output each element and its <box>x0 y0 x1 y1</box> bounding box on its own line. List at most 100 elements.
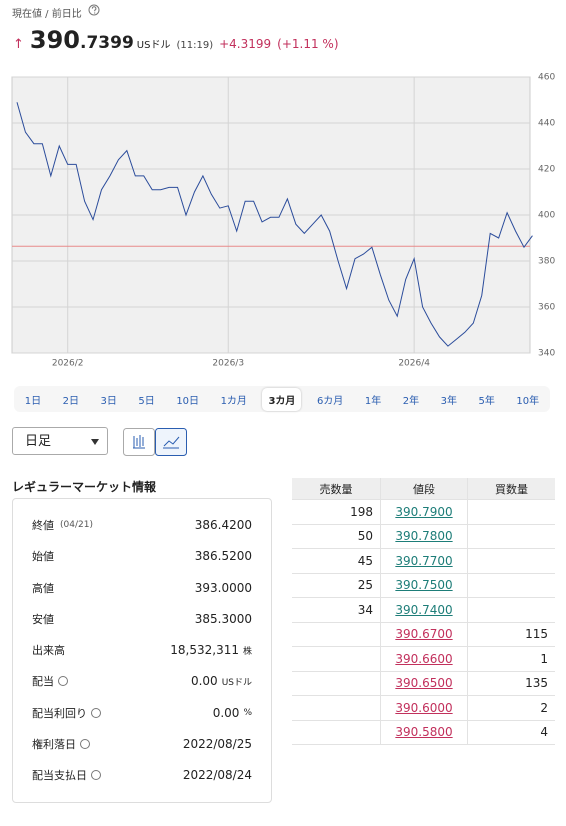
period-button[interactable]: 10日 <box>176 395 200 407</box>
price[interactable]: 390.6600 <box>395 651 453 666</box>
help-icon[interactable] <box>88 4 100 16</box>
buy-qty <box>467 499 555 525</box>
sell-qty: 34 <box>292 597 381 623</box>
x-tick-label: 2026/2 <box>52 359 84 369</box>
help-icon[interactable] <box>91 707 101 718</box>
price[interactable]: 390.6500 <box>395 676 453 691</box>
info-value: 386.5200 <box>194 549 252 564</box>
buy-qty: 115 <box>467 622 555 647</box>
caret <box>91 439 99 445</box>
sell-qty <box>292 695 381 721</box>
price[interactable]: 390.7800 <box>395 529 453 544</box>
period-button[interactable]: 5年 <box>478 395 495 407</box>
section-title: レギュラーマーケット情報 <box>12 480 157 494</box>
price[interactable]: 390.7700 <box>395 553 453 568</box>
period-button[interactable]: 3日 <box>100 395 117 407</box>
info-unit: % <box>243 707 252 718</box>
price[interactable]: 390.6000 <box>395 700 453 715</box>
price-cell: 390.7900 <box>380 499 468 525</box>
price-time: (11:19) <box>176 40 214 51</box>
period-button[interactable]: 2日 <box>62 395 80 407</box>
price-dec: .7399 <box>80 33 134 53</box>
header-row: 売数量 値段 買数量 <box>292 478 555 500</box>
sell-qty <box>292 671 381 696</box>
price-label: 現在値 / 前日比 <box>12 9 82 20</box>
interval-select[interactable]: 日足 <box>12 427 108 455</box>
y-tick-label: 420 <box>538 165 555 175</box>
price-cell: 390.7800 <box>380 524 468 549</box>
info-label: 配当 <box>32 675 54 689</box>
order-book: 売数量 値段 買数量 198 390.7900 50 390.7800 45 390.7700 2… <box>292 478 555 745</box>
period-button[interactable]: 1年 <box>364 395 382 407</box>
header-cell: 買数量 <box>467 478 555 500</box>
price[interactable]: 390.6700 <box>395 627 453 642</box>
info-label: 高値 <box>32 581 54 595</box>
help-icon[interactable] <box>91 770 101 780</box>
info-value: 0.00 <box>190 674 218 689</box>
help-icon[interactable] <box>80 738 90 749</box>
price-line <box>16 102 533 347</box>
y-tick-label: 360 <box>538 303 555 313</box>
price[interactable]: 390.5800 <box>395 725 453 740</box>
price[interactable]: 390.7900 <box>395 504 453 519</box>
period-button[interactable]: 1カ月 <box>220 395 247 407</box>
up-arrow: ↑ <box>13 37 24 52</box>
price-cell: 390.7500 <box>380 573 468 598</box>
order-row: 390.6500 135 <box>292 671 555 696</box>
info-label: 始値 <box>32 550 54 564</box>
order-row: 198 390.7900 <box>292 499 555 525</box>
y-tick-label: 340 <box>538 349 555 359</box>
info-card <box>12 498 272 803</box>
info-label: 権利落日 <box>32 737 76 751</box>
price-cell: 390.6600 <box>380 646 468 672</box>
sell-qty <box>292 646 381 672</box>
sell-qty: 198 <box>292 499 381 525</box>
buy-qty <box>467 573 555 598</box>
chart-type-toggle[interactable] <box>123 428 188 456</box>
period-button[interactable]: 2年 <box>402 395 420 407</box>
info-row: 権利落日 2022/08/25 <box>32 734 252 754</box>
period-button[interactable]: 10年 <box>516 395 540 407</box>
price-int: 390 <box>29 26 81 54</box>
price-cell: 390.6500 <box>380 671 468 696</box>
order-row: 390.6700 115 <box>292 622 555 647</box>
info-row: 終値 (04/21) 386.4200 <box>32 515 252 535</box>
price[interactable]: 390.7500 <box>395 578 453 593</box>
header-cell: 売数量 <box>292 478 381 500</box>
y-tick-label: 460 <box>538 73 555 83</box>
info-value: 18,532,311 <box>170 643 239 657</box>
period-button[interactable]: 5日 <box>138 395 155 407</box>
period-button[interactable]: 3カ月 <box>262 387 302 411</box>
info-label: 終値 <box>32 519 54 532</box>
chart: 340 360 380 400 420 440 460 2026/2 2026/3 2026/4 <box>11 73 555 369</box>
info-label: 配当支払日 <box>32 769 87 782</box>
period-button[interactable]: 3年 <box>440 395 457 407</box>
sell-qty: 25 <box>292 573 381 598</box>
order-row: 50 390.7800 <box>292 524 555 549</box>
buy-qty <box>467 548 555 574</box>
help-icon[interactable] <box>58 676 68 687</box>
price-unit: USドル <box>136 40 171 51</box>
buy-qty: 2 <box>467 695 555 721</box>
period-button[interactable]: 1日 <box>24 395 42 407</box>
sell-qty <box>292 720 381 745</box>
order-row: 34 390.7400 <box>292 597 555 623</box>
info-value: 2022/08/25 <box>182 736 252 751</box>
price-cell: 390.5800 <box>380 720 468 745</box>
order-row: 25 390.7500 <box>292 573 555 598</box>
info-row: 出来高 18,532,311 株 <box>32 640 252 660</box>
y-tick-label: 440 <box>538 119 555 129</box>
info-label: 安値 <box>32 612 54 626</box>
period-button[interactable]: 6カ月 <box>316 395 344 407</box>
info-label: 出来高 <box>32 644 65 657</box>
info-row: 始値 386.5200 <box>32 546 252 566</box>
info-value: 0.00 <box>212 705 240 720</box>
order-row: 390.6600 1 <box>292 646 555 672</box>
price[interactable]: 390.7400 <box>395 602 453 617</box>
x-tick-label: 2026/4 <box>398 359 430 369</box>
period-bar: 1日 2日 3日 5日 10日 1カ月 3カ月 6カ月 1年 2年 3年 5年 10年 <box>14 386 550 412</box>
sell-qty: 45 <box>292 548 381 574</box>
info-row: 高値 393.0000 <box>32 578 252 598</box>
info-row: 配当支払日 2022/08/24 <box>32 765 252 785</box>
